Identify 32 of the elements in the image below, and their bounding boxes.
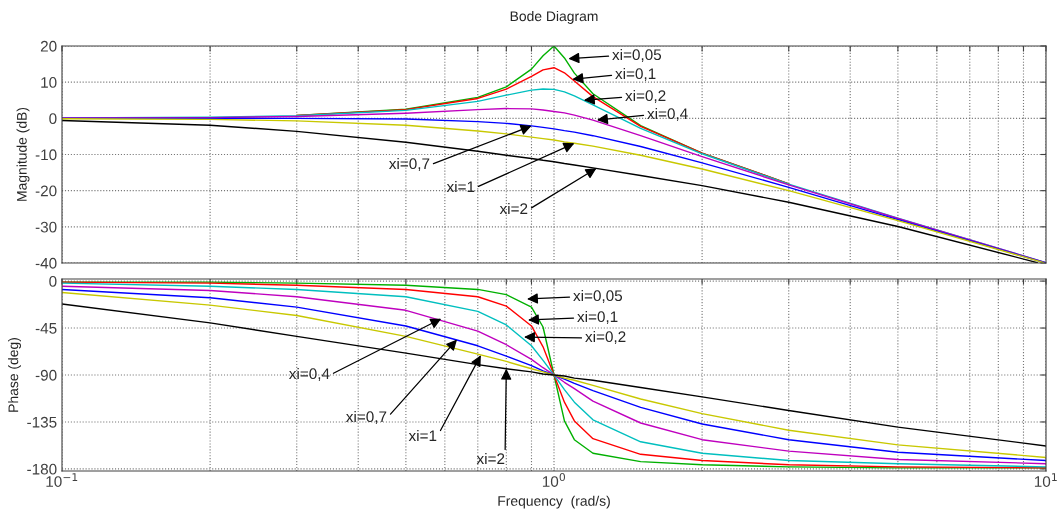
annotation: xi=1 xyxy=(446,180,475,192)
y-tick-label: -20 xyxy=(35,185,57,197)
y-tick-label: -135 xyxy=(27,416,57,428)
annotation: xi=2 xyxy=(476,452,505,464)
y-axis-title: Magnitude (dB) xyxy=(16,107,30,201)
annotation: xi=0,4 xyxy=(288,367,330,381)
y-axis-title: Phase (deg) xyxy=(8,338,22,412)
y-tick-label: 20 xyxy=(40,40,57,52)
y-tick-label: 10 xyxy=(41,77,57,88)
y-tick-label: 0 xyxy=(49,275,57,287)
x-axis-title: Frequency (rad/s) xyxy=(498,495,610,509)
annotation: xi=0,7 xyxy=(388,157,430,171)
y-tick-label: -10 xyxy=(35,149,57,161)
annotation: xi=0,2 xyxy=(585,330,626,344)
y-tick-label: -40 xyxy=(35,257,57,269)
annotation: xi=2 xyxy=(499,202,528,214)
chart-title: Bode Diagram xyxy=(510,10,598,24)
annotation: xi=0,1 xyxy=(615,67,656,81)
annotation: xi=0,05 xyxy=(612,48,662,62)
x-tick-label: 10$^{0}$ xyxy=(542,473,566,487)
annotation: xi=0,2 xyxy=(625,89,666,103)
y-tick-label: -90 xyxy=(35,369,57,381)
x-tick-label: 10$^{1}$ xyxy=(1034,473,1057,487)
y-tick-label: -45 xyxy=(35,323,57,334)
annotation: xi=0,1 xyxy=(577,310,618,324)
y-tick-label: -30 xyxy=(35,221,57,233)
annotation: xi=0,7 xyxy=(345,410,387,424)
y-tick-label: 0 xyxy=(49,113,57,125)
annotation: xi=0,4 xyxy=(647,107,688,121)
y-tick-label: -180 xyxy=(27,463,57,475)
annotation: xi=1 xyxy=(408,429,437,441)
annotation: xi=0,05 xyxy=(573,289,623,303)
